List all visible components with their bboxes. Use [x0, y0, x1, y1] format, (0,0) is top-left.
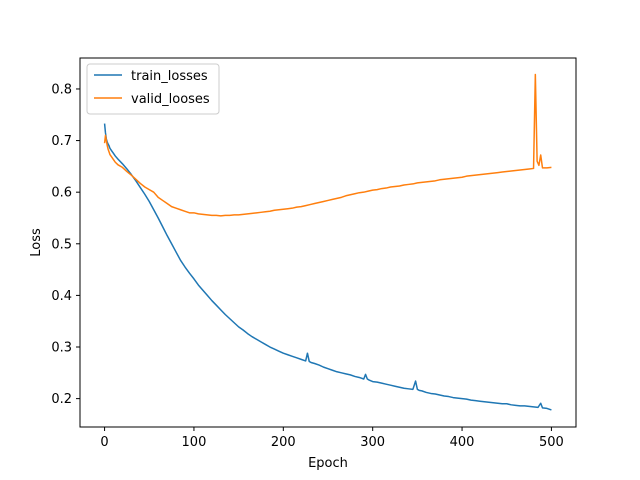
- y-tick-label: 0.6: [51, 186, 72, 201]
- x-tick-label: 200: [271, 435, 296, 450]
- y-tick-label: 0.3: [51, 341, 72, 356]
- x-axis-title: Epoch: [308, 456, 348, 471]
- legend-label-train-losses: train_losses: [131, 69, 208, 84]
- y-axis-title: Loss: [29, 228, 44, 257]
- x-axis: 0 100 200 300 400 500: [100, 427, 564, 450]
- x-tick-label: 300: [360, 435, 385, 450]
- x-tick-label: 400: [450, 435, 475, 450]
- x-tick-label: 500: [539, 435, 564, 450]
- y-tick-label: 0.7: [51, 134, 72, 149]
- series-layer: [103, 73, 552, 411]
- y-axis: 0.2 0.3 0.4 0.5 0.6 0.7 0.8: [51, 82, 80, 407]
- y-tick-label: 0.2: [51, 392, 72, 407]
- y-tick-label: 0.4: [51, 289, 72, 304]
- series-line-valid-looses: [103, 73, 552, 217]
- plot-area-frame: [79, 57, 577, 428]
- legend: train_losses valid_looses: [86, 63, 220, 115]
- series-line-train-losses: [103, 123, 552, 411]
- y-tick-label: 0.8: [51, 82, 72, 97]
- y-tick-label: 0.5: [51, 237, 72, 252]
- legend-box: [86, 63, 220, 115]
- legend-label-valid-looses: valid_looses: [131, 92, 210, 107]
- x-tick-label: 0: [100, 435, 108, 450]
- x-tick-label: 100: [182, 435, 207, 450]
